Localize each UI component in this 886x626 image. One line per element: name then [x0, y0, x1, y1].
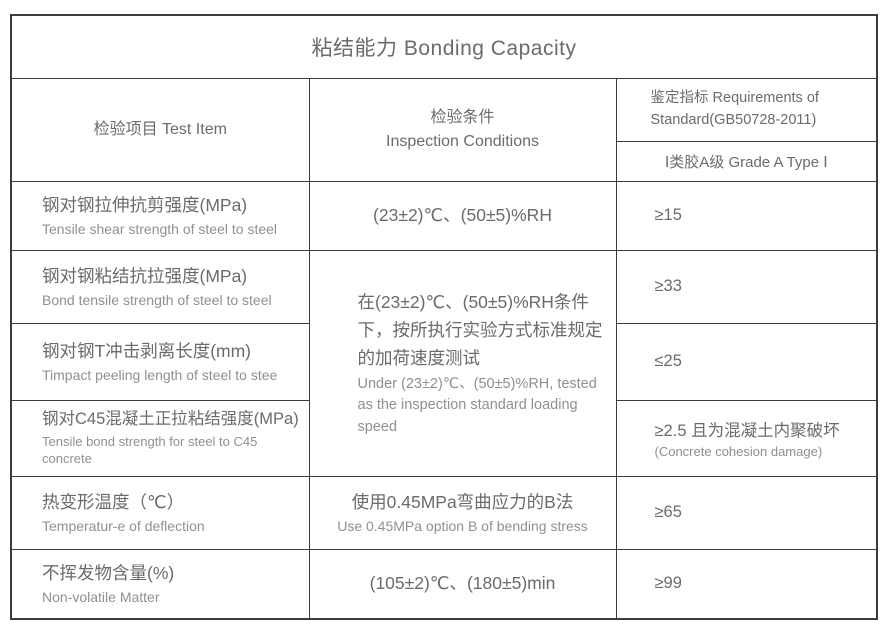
header-condition-en: Inspection Conditions [386, 132, 539, 150]
requirement-cell: ≥33 [615, 249, 878, 324]
table-row: 热变形温度（℃） Temperatur-e of deflection 使用0.… [10, 475, 878, 550]
header-cell-grade: Ⅰ类胶A级 Grade A Type Ⅰ [615, 140, 878, 182]
item-cell: 热变形温度（℃） Temperatur-e of deflection [10, 475, 310, 550]
header-test-item-label: 检验项目 Test Item [93, 120, 227, 138]
item-name-zh: 钢对钢粘结抗拉强度(MPa) [42, 265, 248, 286]
header-cell-requirements: 鉴定指标 Requirements of Standard(GB50728-20… [615, 77, 878, 142]
condition-cell: 使用0.45MPa弯曲应力的B法 Use 0.45MPa option B of… [308, 475, 617, 550]
item-name-en: Bond tensile strength of steel to steel [42, 292, 272, 309]
item-cell: 钢对钢粘结抗拉强度(MPa) Bond tensile strength of … [10, 249, 310, 324]
table-row: 钢对钢粘结抗拉强度(MPa) Bond tensile strength of … [10, 249, 878, 477]
table-row: 钢对钢T冲击剥离长度(mm) Timpact peeling length of… [10, 322, 878, 401]
requirement-cell: ≥2.5 且为混凝土内聚破坏 (Concrete cohesion damage… [615, 399, 878, 477]
header-requirement-line2: Standard(GB50728-2011) [650, 111, 817, 128]
item-cell: 钢对钢拉伸抗剪强度(MPa) Tensile shear strength of… [10, 180, 310, 251]
requirement-note: (Concrete cohesion damage) [654, 444, 823, 459]
item-name-en: Temperatur-e of deflection [42, 518, 205, 535]
item-name-en: Non-volatile Matter [42, 589, 160, 606]
bonding-capacity-table: 粘结能力 Bonding Capacity 检验项目 Test Item 检验条… [10, 14, 879, 620]
requirement-value: ≥2.5 且为混凝土内聚破坏 [654, 422, 840, 440]
requirement-value: ≤25 [654, 352, 682, 370]
condition-zh: 使用0.45MPa弯曲应力的B法 [351, 491, 574, 512]
header-cell-test-item: 检验项目 Test Item [10, 77, 310, 182]
table-row: 不挥发物含量(%) Non-volatile Matter (105±2)℃、(… [10, 548, 878, 620]
table-row: 钢对C45混凝土正拉粘结强度(MPa) Tensile bond strengt… [10, 399, 878, 477]
header-condition-zh: 检验条件 [430, 109, 495, 127]
merged-condition-zh: 在(23±2)℃、(50±5)%RH条件下，按所执行实验方式标准规定的加荷速度测… [357, 292, 603, 369]
item-name-en: Tensile shear strength of steel to steel [42, 221, 278, 238]
item-name-zh: 不挥发物含量(%) [42, 562, 175, 583]
item-name-en: Tensile bond strength for steel to C45 c… [42, 434, 258, 466]
item-cell: 不挥发物含量(%) Non-volatile Matter [10, 548, 310, 620]
table-title: 粘结能力 Bonding Capacity [10, 14, 878, 79]
item-name-zh: 钢对钢T冲击剥离长度(mm) [42, 340, 251, 361]
condition-cell: (105±2)℃、(180±5)min [308, 548, 617, 620]
requirement-cell: ≥99 [615, 548, 878, 620]
table-row: 钢对钢拉伸抗剪强度(MPa) Tensile shear strength of… [10, 180, 878, 251]
condition-cell: (23±2)℃、(50±5)%RH [308, 180, 617, 251]
requirement-value: ≥33 [654, 277, 682, 295]
item-cell: 钢对钢T冲击剥离长度(mm) Timpact peeling length of… [10, 322, 310, 401]
requirement-cell: ≥65 [615, 475, 878, 550]
requirement-cell: ≤25 [615, 322, 878, 401]
item-name-zh: 钢对C45混凝土正拉粘结强度(MPa) [42, 410, 299, 429]
item-name-zh: 热变形温度（℃） [42, 491, 185, 512]
condition-cell-merged: 在(23±2)℃、(50±5)%RH条件下，按所执行实验方式标准规定的加荷速度测… [308, 249, 617, 477]
item-name-en: Timpact peeling length of steel to stee [42, 367, 278, 384]
merged-condition-en: Under (23±2)℃、(50±5)%RH, tested as the i… [357, 376, 597, 435]
header-requirement-line1: 鉴定指标 Requirements of [650, 90, 819, 107]
table-row-header: 检验项目 Test Item 检验条件 Inspection Condition… [10, 77, 878, 182]
requirement-value: ≥15 [654, 206, 682, 224]
item-name-zh: 钢对钢拉伸抗剪强度(MPa) [42, 194, 248, 215]
condition-text: (105±2)℃、(180±5)min [369, 573, 556, 594]
requirement-value: ≥65 [654, 503, 682, 521]
requirement-value: ≥99 [654, 574, 682, 593]
condition-text: (23±2)℃、(50±5)%RH [373, 204, 552, 225]
requirement-cell: ≥15 [615, 180, 878, 251]
item-cell: 钢对C45混凝土正拉粘结强度(MPa) Tensile bond strengt… [10, 399, 310, 477]
table-row-title: 粘结能力 Bonding Capacity [10, 14, 878, 79]
condition-en: Use 0.45MPa option B of bending stress [337, 518, 588, 535]
table-row-header-grade: Ⅰ类胶A级 Grade A Type Ⅰ [11, 140, 878, 182]
header-cell-inspection-conditions: 检验条件 Inspection Conditions [308, 77, 617, 182]
